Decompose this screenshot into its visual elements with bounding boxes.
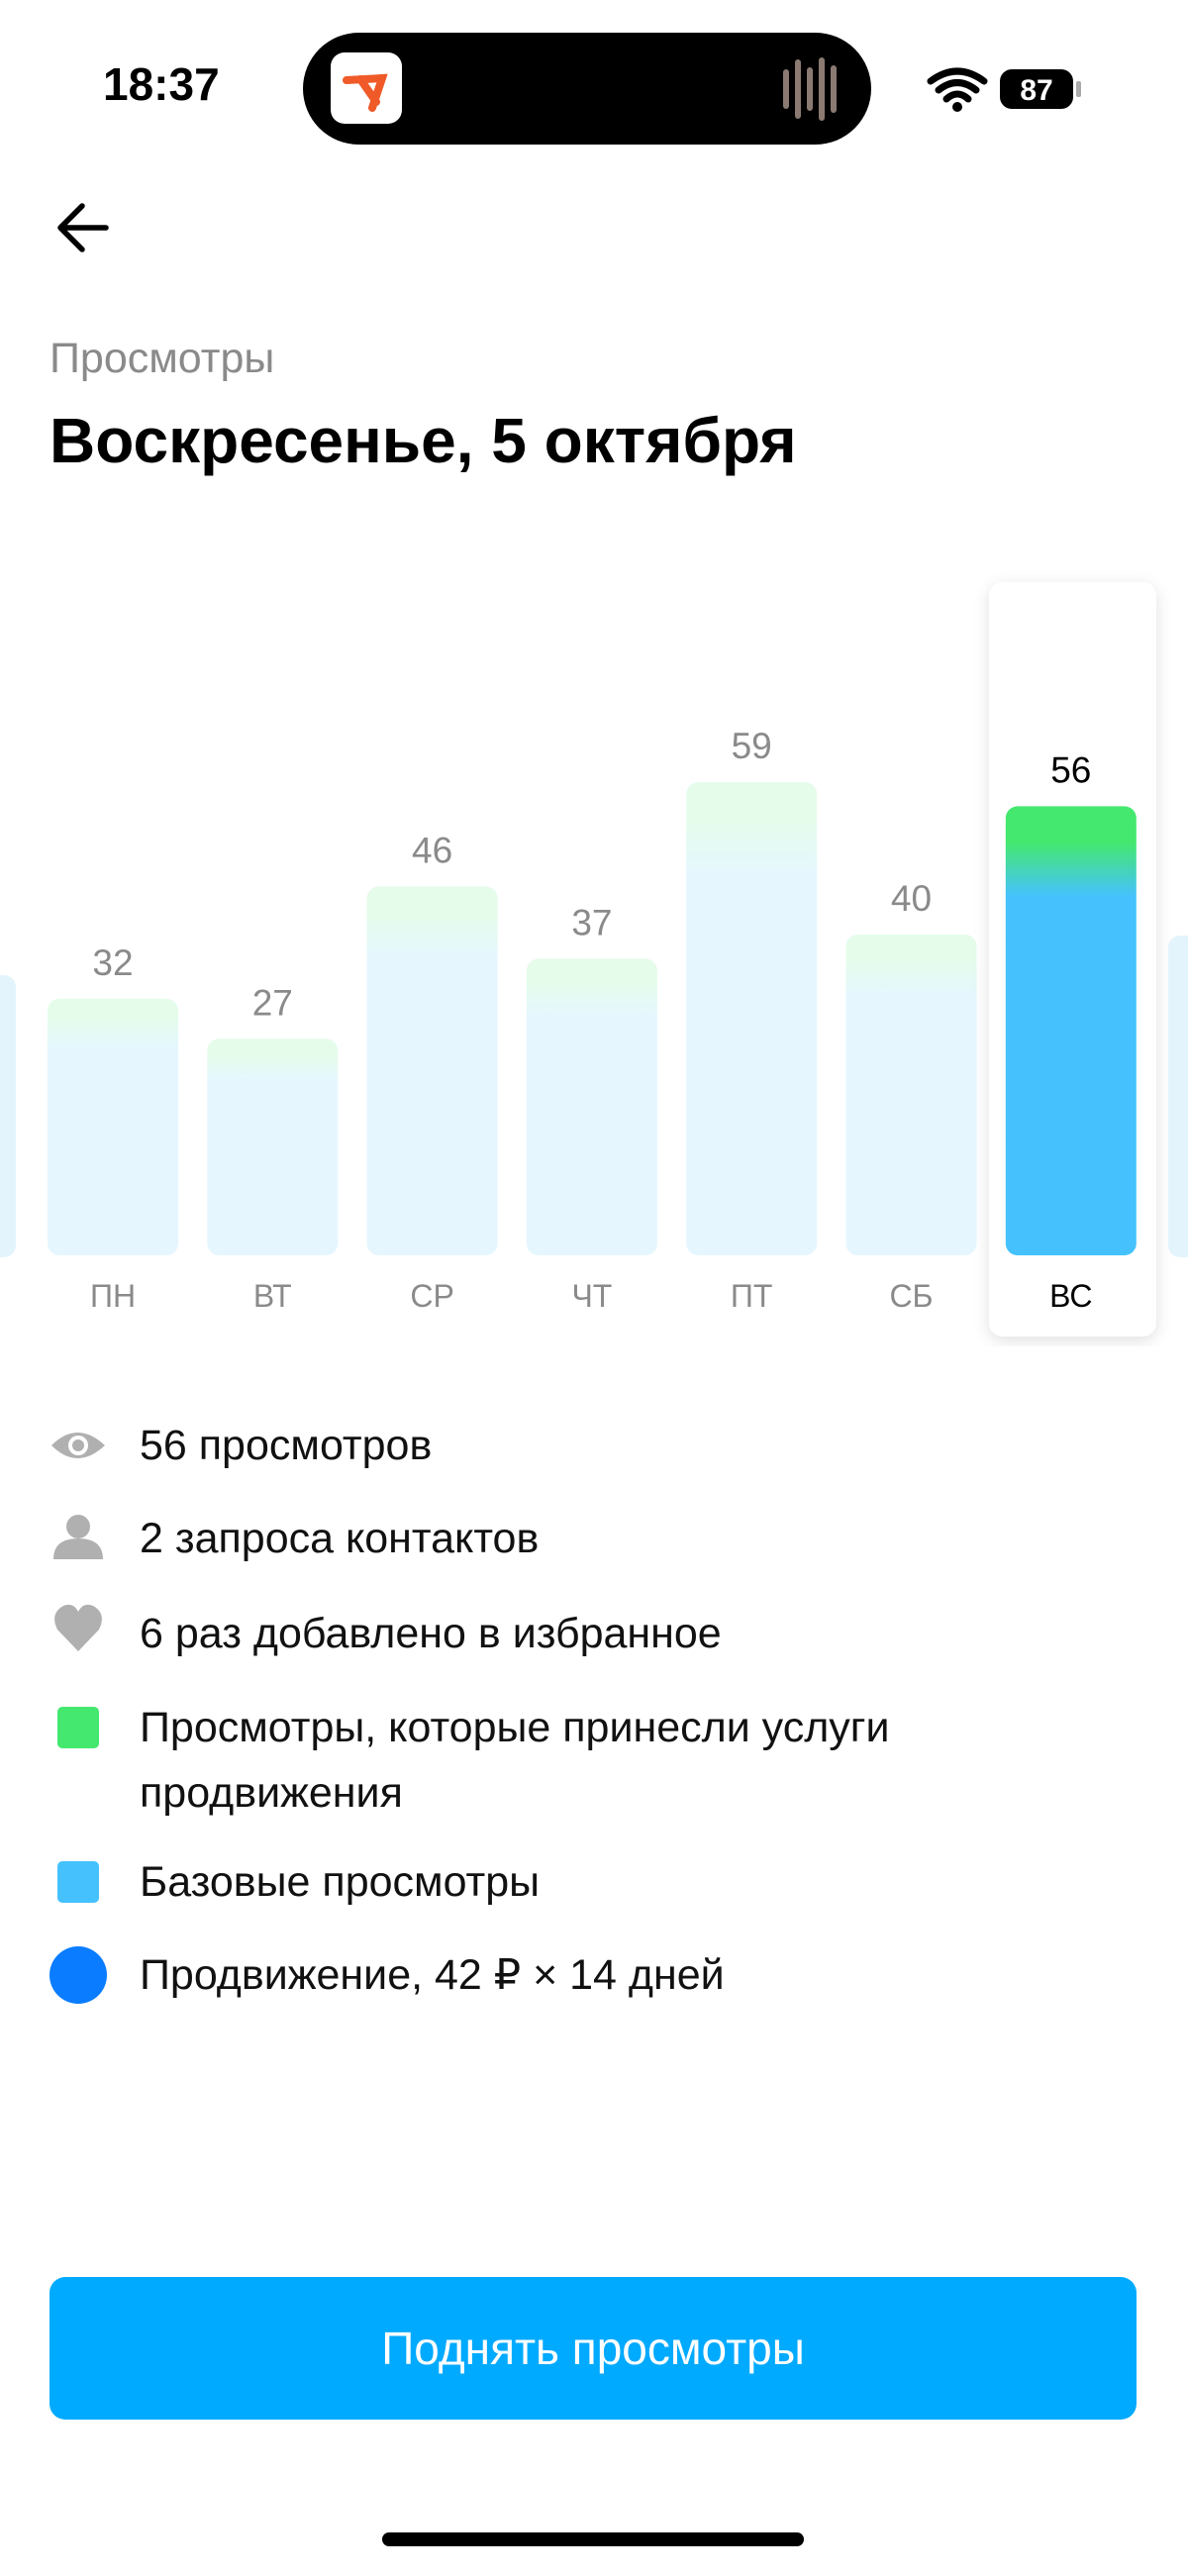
island-icons — [331, 52, 837, 124]
day-label: СР — [410, 1278, 453, 1314]
bar — [845, 935, 977, 1255]
app-glyph — [343, 73, 388, 112]
battery-icon — [1000, 69, 1073, 109]
day-label: ПТ — [731, 1278, 773, 1314]
promoted-swatch — [57, 1707, 99, 1748]
day-label: ВТ — [253, 1278, 292, 1314]
bar-value-label: 32 — [92, 942, 133, 983]
bar — [686, 782, 818, 1255]
promotion-dot — [50, 1946, 107, 2004]
bar-value-label: 59 — [732, 726, 772, 766]
bar-value-label: 56 — [1050, 749, 1091, 790]
wifi-dot — [952, 102, 962, 112]
day-label: ВС — [1049, 1278, 1092, 1314]
legend-item: 56 просмотров — [140, 1422, 433, 1469]
legend-item: Базовые просмотры — [140, 1858, 541, 1906]
legend-item: Продвижение, 42 ₽ × 14 дней — [140, 1951, 725, 1999]
bar — [526, 958, 657, 1255]
legend-item: 6 раз добавлено в избранное — [140, 1610, 722, 1657]
legend-icons — [50, 1433, 107, 2004]
legend-item: Просмотры, которые принесли услуги продв… — [140, 1704, 890, 1817]
battery-level: 87 — [1020, 74, 1052, 107]
status-icons: 87 — [927, 67, 1081, 112]
bar — [366, 886, 498, 1255]
subtitle: Просмотры — [50, 335, 275, 382]
raise-views-button[interactable]: Поднять просмотры — [50, 2277, 1137, 2420]
bar-value-label: 37 — [571, 902, 612, 942]
edge-bar — [1168, 936, 1188, 1257]
base-swatch — [57, 1861, 99, 1903]
heart-icon — [54, 1604, 102, 1651]
title: Воскресенье, 5 октября — [50, 405, 797, 476]
legend-item: 2 запроса контактов — [140, 1515, 540, 1562]
bar-value-label: 46 — [412, 830, 452, 870]
bar — [207, 1039, 339, 1255]
bar-value-label: 27 — [252, 982, 293, 1023]
day-label: СБ — [889, 1278, 933, 1314]
eye-icon — [51, 1433, 105, 1458]
bar-value-label: 40 — [891, 878, 932, 919]
home-indicator — [382, 2532, 804, 2546]
chart: 32 ПН 27 ВТ 46 СР 37 ЧТ 59 ПТ 40 СБ 56 ВС — [0, 582, 1188, 1337]
bar — [48, 998, 178, 1255]
wifi-icon — [927, 67, 988, 103]
day-label: ПН — [90, 1278, 136, 1314]
back-button[interactable] — [54, 198, 114, 257]
audio-wave — [783, 57, 837, 121]
day-label: ЧТ — [571, 1278, 612, 1314]
status-time: 18:37 — [103, 58, 220, 110]
edge-bar — [0, 975, 16, 1257]
person-icon — [53, 1515, 103, 1559]
dynamic-island — [303, 33, 871, 145]
bar — [1005, 806, 1137, 1255]
battery-tip — [1076, 81, 1081, 97]
